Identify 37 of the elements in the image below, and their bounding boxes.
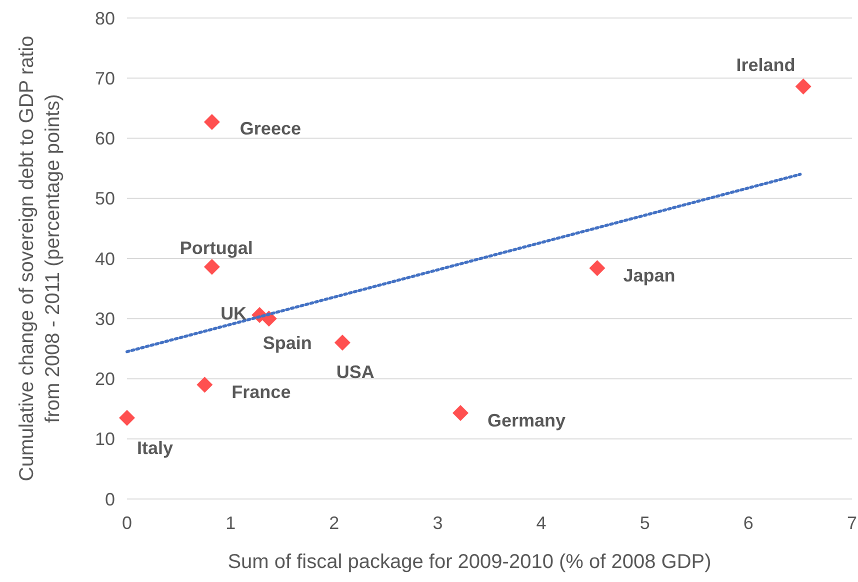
x-tick-label: 6 bbox=[743, 513, 754, 533]
y-axis-title: Cumulative change of sovereign debt to GDP ratio from 2008 - 2011 (percentage points) bbox=[15, 34, 65, 484]
y-tick-label: 80 bbox=[94, 8, 115, 28]
annotation: Spain bbox=[262, 332, 312, 353]
annotation: Ireland bbox=[736, 54, 796, 75]
point bbox=[589, 260, 606, 276]
annotation: USA bbox=[336, 362, 374, 382]
y-tick-label: 60 bbox=[94, 128, 115, 149]
annotation: France bbox=[232, 382, 291, 402]
x-tick-label: 4 bbox=[536, 513, 546, 533]
annotation: UK bbox=[220, 303, 247, 324]
x-tick-label: 0 bbox=[122, 513, 132, 533]
y-tick-label: 0 bbox=[104, 489, 115, 510]
point bbox=[204, 114, 220, 130]
x-tick-label: 1 bbox=[226, 513, 236, 533]
annotation: Italy bbox=[137, 438, 174, 458]
y-tick-label: 20 bbox=[94, 369, 115, 390]
point bbox=[119, 410, 135, 426]
x-axis-title: Sum of fiscal package for 2009-2010 (% of 2008 GDP) bbox=[228, 551, 712, 573]
y-tick-label: 40 bbox=[94, 248, 115, 269]
point bbox=[204, 258, 220, 275]
annotation: Japan bbox=[623, 265, 676, 286]
x-tick-label: 3 bbox=[432, 513, 443, 533]
x-tick-label: 5 bbox=[640, 513, 650, 533]
annotation: Germany bbox=[488, 410, 566, 430]
y-tick-label: 30 bbox=[94, 308, 115, 329]
point bbox=[196, 376, 213, 393]
annotation: Portugal bbox=[180, 238, 253, 258]
point bbox=[452, 405, 468, 422]
point bbox=[795, 78, 812, 95]
annotation: Greece bbox=[240, 118, 301, 138]
x-tick-label: 7 bbox=[846, 513, 858, 533]
y-tick-label: 70 bbox=[94, 68, 115, 88]
point bbox=[334, 334, 350, 351]
y-tick-label: 10 bbox=[94, 429, 115, 450]
x-tick-label: 2 bbox=[329, 513, 340, 533]
y-tick-label: 50 bbox=[94, 188, 115, 209]
